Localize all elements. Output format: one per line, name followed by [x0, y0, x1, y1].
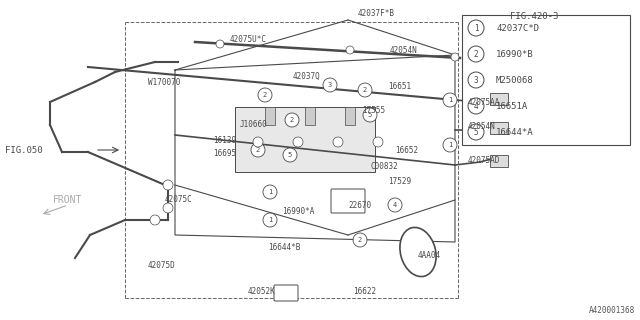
Text: 42075U*C: 42075U*C — [230, 35, 267, 44]
Circle shape — [443, 93, 457, 107]
Text: 17529: 17529 — [388, 177, 411, 186]
Text: 1: 1 — [448, 97, 452, 103]
Bar — [490, 122, 508, 134]
Text: C00832: C00832 — [370, 162, 397, 171]
Text: 3: 3 — [328, 82, 332, 88]
Circle shape — [258, 88, 272, 102]
Circle shape — [468, 124, 484, 140]
Text: 16651: 16651 — [388, 82, 411, 91]
Bar — [462, 15, 630, 145]
Text: 1: 1 — [448, 142, 452, 148]
Text: 16652: 16652 — [395, 146, 418, 155]
Text: 42075AA: 42075AA — [468, 98, 500, 107]
Text: 16695: 16695 — [213, 148, 236, 157]
Bar — [490, 93, 508, 105]
Text: 42075C: 42075C — [165, 196, 193, 204]
Text: 2: 2 — [363, 87, 367, 93]
Text: 2: 2 — [263, 92, 267, 98]
Text: 42054N: 42054N — [468, 122, 496, 131]
Circle shape — [163, 203, 173, 213]
Text: 3: 3 — [474, 76, 478, 84]
Text: 16622: 16622 — [353, 287, 376, 297]
FancyBboxPatch shape — [274, 285, 298, 301]
Text: 4: 4 — [393, 202, 397, 208]
Text: 4AA04: 4AA04 — [418, 251, 441, 260]
Text: FIG.420-3: FIG.420-3 — [510, 12, 558, 21]
Circle shape — [358, 83, 372, 97]
Text: 1: 1 — [268, 217, 272, 223]
Text: 5: 5 — [474, 127, 478, 137]
Circle shape — [443, 138, 457, 152]
Text: 42052K: 42052K — [248, 287, 276, 297]
Bar — [305, 107, 315, 125]
Text: 16651A: 16651A — [496, 101, 528, 110]
Circle shape — [353, 233, 367, 247]
Text: 2: 2 — [256, 147, 260, 153]
Text: 1: 1 — [268, 189, 272, 195]
Text: J10660: J10660 — [240, 119, 268, 129]
Circle shape — [468, 98, 484, 114]
Circle shape — [293, 137, 303, 147]
Circle shape — [468, 46, 484, 62]
Circle shape — [333, 137, 343, 147]
Text: 2: 2 — [290, 117, 294, 123]
Circle shape — [263, 185, 277, 199]
Circle shape — [163, 180, 173, 190]
Text: 2: 2 — [358, 237, 362, 243]
Text: 42037Q: 42037Q — [293, 71, 321, 81]
Text: W170070: W170070 — [148, 77, 180, 86]
Circle shape — [150, 215, 160, 225]
Text: FRONT: FRONT — [53, 195, 83, 205]
Circle shape — [363, 108, 377, 122]
Text: 16990*A: 16990*A — [282, 207, 314, 217]
Circle shape — [346, 46, 354, 54]
Text: FIG.050: FIG.050 — [5, 146, 43, 155]
Text: 42037C*D: 42037C*D — [496, 23, 539, 33]
Circle shape — [323, 78, 337, 92]
Text: 42075D: 42075D — [148, 260, 176, 269]
Text: 16990*B: 16990*B — [496, 50, 534, 59]
Text: 17555: 17555 — [362, 106, 385, 115]
Text: 5: 5 — [368, 112, 372, 118]
Circle shape — [373, 137, 383, 147]
Text: 2: 2 — [474, 50, 478, 59]
Text: 16139: 16139 — [213, 135, 236, 145]
Text: 42054N: 42054N — [390, 45, 418, 54]
Text: 22670: 22670 — [348, 201, 371, 210]
Bar — [265, 107, 275, 125]
Text: 5: 5 — [288, 152, 292, 158]
Circle shape — [283, 148, 297, 162]
Circle shape — [216, 40, 224, 48]
Text: 16644*A: 16644*A — [496, 127, 534, 137]
Bar — [490, 155, 508, 167]
Circle shape — [468, 72, 484, 88]
Text: 16644*B: 16644*B — [268, 244, 300, 252]
Text: A420001368: A420001368 — [589, 306, 635, 315]
Text: 4: 4 — [474, 101, 478, 110]
Text: 1: 1 — [474, 23, 478, 33]
FancyBboxPatch shape — [331, 189, 365, 213]
Ellipse shape — [400, 228, 436, 276]
Bar — [235, 107, 375, 172]
Text: M250068: M250068 — [496, 76, 534, 84]
Circle shape — [253, 137, 263, 147]
Bar — [345, 107, 355, 125]
Circle shape — [263, 213, 277, 227]
Text: 42075AD: 42075AD — [468, 156, 500, 164]
Circle shape — [251, 143, 265, 157]
Text: 42037F*B: 42037F*B — [358, 9, 395, 18]
Circle shape — [451, 53, 459, 61]
Circle shape — [285, 113, 299, 127]
Circle shape — [468, 20, 484, 36]
Circle shape — [388, 198, 402, 212]
